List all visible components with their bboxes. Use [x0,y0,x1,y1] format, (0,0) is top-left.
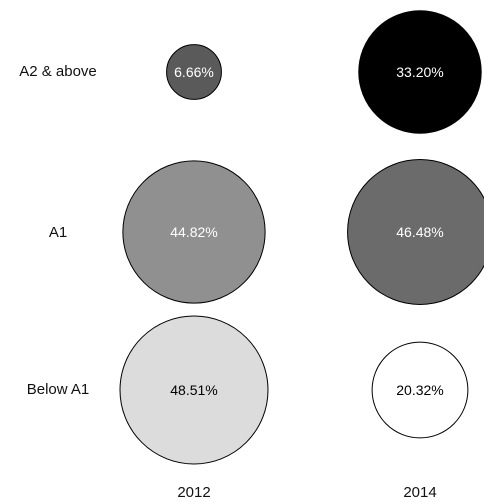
row-label-below-a1: Below A1 [27,381,90,398]
bubble-label-2014-below-a1: 20.32% [396,382,443,398]
bubble-2012-below-a1 [119,315,269,465]
bubble-2014-a1 [347,159,484,305]
bubble-2012-a2-above [166,44,222,100]
bubble-label-2012-a1: 44.82% [170,224,217,240]
bubble-2014-a2-above [358,10,482,134]
column-labels: 2012 2014 [177,484,436,501]
bubble-2012-a1 [122,160,266,304]
row-labels: A2 & above A1 Below A1 [19,63,97,398]
bubble-label-2014-a1: 46.48% [396,224,443,240]
column-label-2014: 2014 [403,484,436,501]
bubble-label-2012-a2-above: 6.66% [174,64,214,80]
bubbles: 6.66% 44.82% 48.51% 33.20% 46.48% 20.32% [119,10,484,465]
row-label-a2-above: A2 & above [19,63,97,80]
bubble-2014-below-a1 [371,341,469,439]
bubble-label-2012-below-a1: 48.51% [170,382,217,398]
bubble-label-2014-a2-above: 33.20% [396,64,443,80]
row-label-a1: A1 [49,224,67,241]
column-label-2012: 2012 [177,484,210,501]
